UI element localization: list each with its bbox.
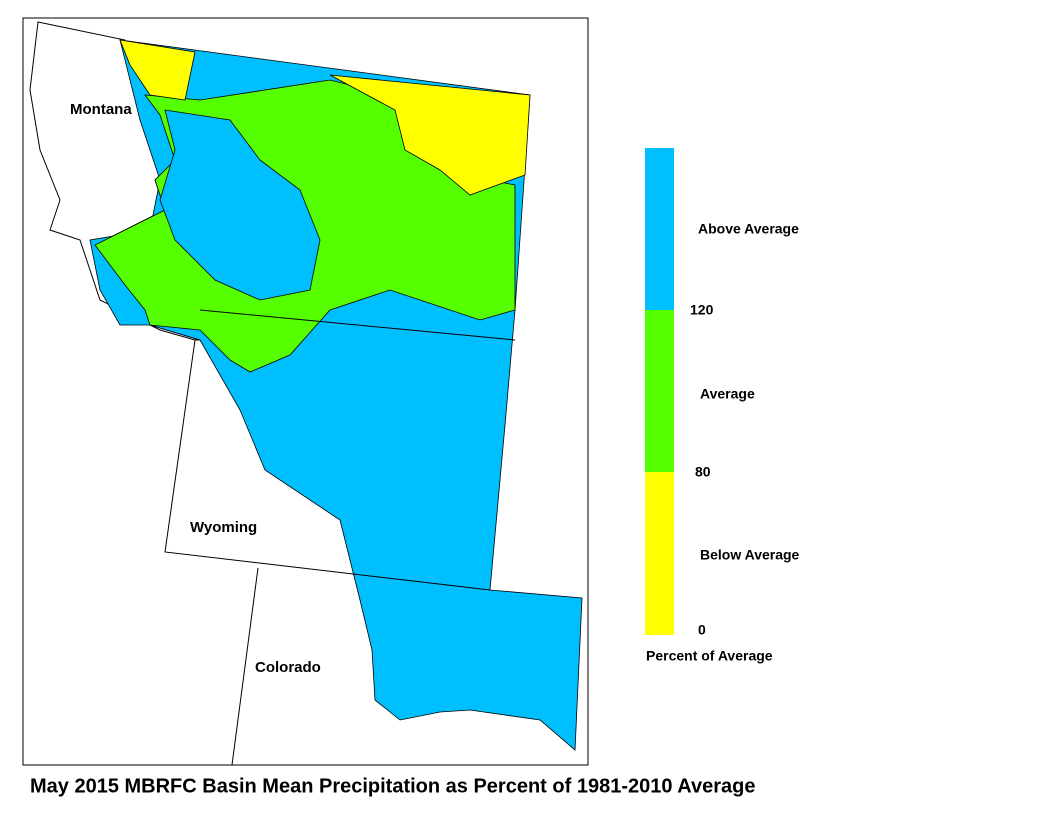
colorado-border [231,567,259,766]
legend-swatch [645,310,674,472]
legend-title: Percent of Average [646,648,773,664]
state-label: Wyoming [190,519,257,536]
legend-label: Average [700,386,755,402]
state-label: Colorado [255,659,321,676]
legend-label: Below Average [700,547,800,563]
basins-below-ne [329,74,531,196]
wyoming-border [164,339,491,591]
basins-above-inner [159,109,321,301]
state-label: Montana [70,101,132,118]
map-title: May 2015 MBRFC Basin Mean Precipitation … [30,775,755,797]
legend-swatch [645,148,674,310]
state-border [199,309,516,341]
legend-swatch [645,472,674,635]
basins-below-nw [119,39,196,101]
legend-tick: 0 [698,622,706,638]
legend-label: Above Average [698,221,799,237]
legend-tick: 120 [690,302,714,318]
legend-tick: 80 [695,464,711,480]
